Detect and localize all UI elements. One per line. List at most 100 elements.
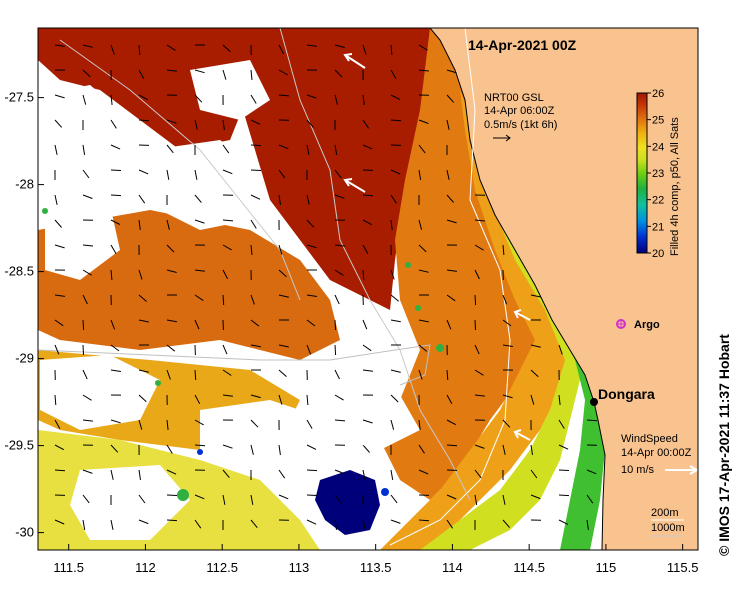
wind-legend-scale: 10 m/s — [621, 464, 655, 476]
current-arrow — [334, 94, 338, 105]
colorbar-tick-label: 21 — [652, 221, 664, 233]
current-arrow — [166, 144, 174, 154]
current-arrow — [390, 94, 401, 101]
cloud-gap-8 — [70, 465, 190, 540]
current-arrow — [278, 344, 289, 348]
x-tick-label: 113.5 — [360, 560, 392, 575]
current-arrow — [502, 419, 511, 428]
current-arrow — [194, 269, 205, 272]
current-arrow — [586, 469, 597, 475]
current-arrow — [362, 269, 365, 281]
wind-legend-time: 14-Apr 00:00Z — [621, 447, 692, 459]
current-arrow — [194, 119, 198, 130]
current-arrow — [166, 119, 177, 124]
x-axis: 111.5 112 112.5 113 113.5 114 114.5 115 115.5 — [53, 544, 698, 575]
dongara-marker — [590, 398, 598, 406]
current-arrow — [306, 119, 314, 128]
current-arrow — [54, 119, 63, 128]
current-arrow — [334, 294, 340, 305]
current-arrow — [110, 469, 114, 480]
current-arrow — [362, 244, 369, 255]
current-arrow — [334, 194, 345, 199]
sst-yellow-green — [420, 120, 585, 550]
current-arrow — [558, 519, 569, 525]
current-arrow — [166, 169, 170, 180]
current-arrow — [194, 394, 201, 405]
wind-legend-arrow — [665, 465, 698, 475]
colorbar-tick-label: 23 — [652, 168, 664, 180]
current-arrow — [502, 294, 508, 305]
current-arrow — [110, 269, 113, 281]
current-arrow — [558, 419, 565, 429]
current-arrow — [194, 69, 205, 74]
current-arrow — [138, 94, 149, 101]
sst-speck — [42, 208, 48, 214]
current-arrow — [278, 394, 283, 405]
current-arrow — [446, 294, 456, 302]
current-arrow — [362, 369, 373, 372]
current-arrow — [334, 419, 346, 422]
current-arrow — [222, 44, 231, 53]
current-arrow — [390, 44, 393, 56]
current-arrow — [166, 69, 177, 72]
current-arrow — [446, 269, 457, 272]
current-arrow — [278, 369, 287, 377]
current-arrow — [250, 144, 262, 147]
current-arrow — [166, 344, 176, 352]
current-arrow — [418, 369, 423, 380]
wind-arrows — [343, 53, 531, 446]
y-tick-label: -29 — [15, 351, 34, 366]
current-arrow — [390, 219, 393, 230]
colorbar-label: Filled 4h comp, p50, All Sats — [669, 117, 681, 256]
current-arrow — [334, 519, 337, 530]
plot-area: Argo Dongara 14-Apr-2021 00Z NRT00 GSL 1… — [38, 28, 698, 550]
colorbar-tick-label: 24 — [652, 141, 664, 153]
current-arrow — [54, 419, 61, 429]
current-arrow — [418, 169, 422, 180]
current-arrow — [362, 44, 367, 55]
current-arrow — [530, 394, 535, 405]
current-arrow — [558, 444, 569, 450]
current-arrow — [530, 494, 541, 500]
current-arrow — [138, 194, 146, 204]
current-arrow — [586, 494, 594, 504]
current-arrow — [362, 444, 370, 453]
current-arrow — [306, 244, 317, 249]
current-arrow — [54, 319, 64, 327]
current-arrow — [138, 44, 141, 56]
sst-cold-patch — [315, 470, 380, 535]
y-tick-label: -28.5 — [4, 264, 34, 279]
current-arrow — [250, 219, 257, 229]
current-arrow — [250, 194, 261, 200]
current-arrow — [390, 294, 400, 302]
argo-label: Argo — [634, 319, 660, 331]
sst-speck — [415, 305, 421, 311]
current-arrow — [82, 94, 87, 105]
current-arrow — [82, 44, 93, 48]
current-arrow — [250, 244, 253, 255]
current-arrow — [250, 444, 254, 455]
current-legend-source: NRT00 GSL — [484, 92, 544, 104]
current-arrow — [446, 419, 457, 426]
current-arrow — [138, 119, 150, 122]
current-arrow — [166, 219, 170, 230]
current-arrow — [502, 494, 506, 505]
current-arrow — [306, 519, 317, 525]
wind-arrow-head — [343, 53, 353, 62]
current-arrow — [278, 194, 281, 205]
current-arrow — [390, 169, 401, 175]
current-arrow — [418, 469, 429, 475]
current-arrow — [222, 144, 230, 154]
current-arrow — [306, 494, 318, 496]
current-arrow — [446, 119, 450, 130]
current-arrow — [362, 194, 374, 197]
current-arrow — [306, 44, 317, 47]
current-arrow — [222, 69, 227, 80]
current-arrow — [362, 469, 366, 480]
cloud-gap-7 — [340, 395, 420, 450]
current-arrow — [82, 344, 84, 356]
current-arrow — [306, 344, 312, 355]
current-arrow — [362, 419, 373, 424]
current-arrow — [194, 319, 200, 330]
